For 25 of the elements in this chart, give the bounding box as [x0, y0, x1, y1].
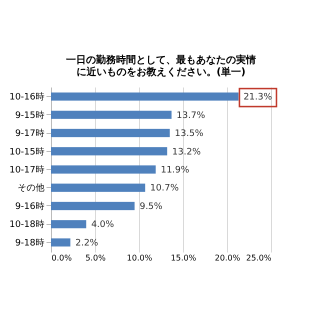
x-tick-label: 10.0%: [126, 254, 153, 262]
x-tick-label: 5.0%: [85, 254, 106, 262]
data-label: 9.5%: [140, 202, 163, 212]
y-tick-label: 9-17時: [15, 128, 44, 140]
data-label: 4.0%: [91, 220, 115, 230]
data-label: 21.3%: [243, 92, 272, 103]
y-tick-label: その他: [18, 182, 44, 194]
y-tick-label: 10-17時: [9, 164, 44, 176]
data-label: 11.9%: [160, 166, 190, 176]
x-tick-label: 0.0%: [52, 254, 72, 262]
y-tick-label: 9-16時: [15, 200, 44, 212]
y-tick-label: 10-15時: [9, 146, 44, 158]
chart-title: 一日の勤務時間として、最もあなたの実情に近いものをお教えください。(単一): [66, 54, 256, 78]
x-tick-label: 25.0%: [246, 254, 272, 262]
x-tick-label: 15.0%: [170, 254, 197, 262]
data-label: 2.2%: [75, 238, 99, 248]
data-label: 13.7%: [176, 110, 206, 121]
y-tick-label: 9-18時: [15, 237, 44, 248]
y-tick-label: 10-16時: [9, 92, 44, 103]
y-tick-label: 10-18時: [9, 219, 44, 230]
data-label: 10.7%: [150, 184, 180, 194]
data-label: 13.2%: [172, 147, 202, 158]
data-label: 13.5%: [174, 129, 204, 140]
y-tick-label: 9-15時: [15, 110, 44, 121]
x-tick-label: 20.0%: [214, 254, 241, 262]
